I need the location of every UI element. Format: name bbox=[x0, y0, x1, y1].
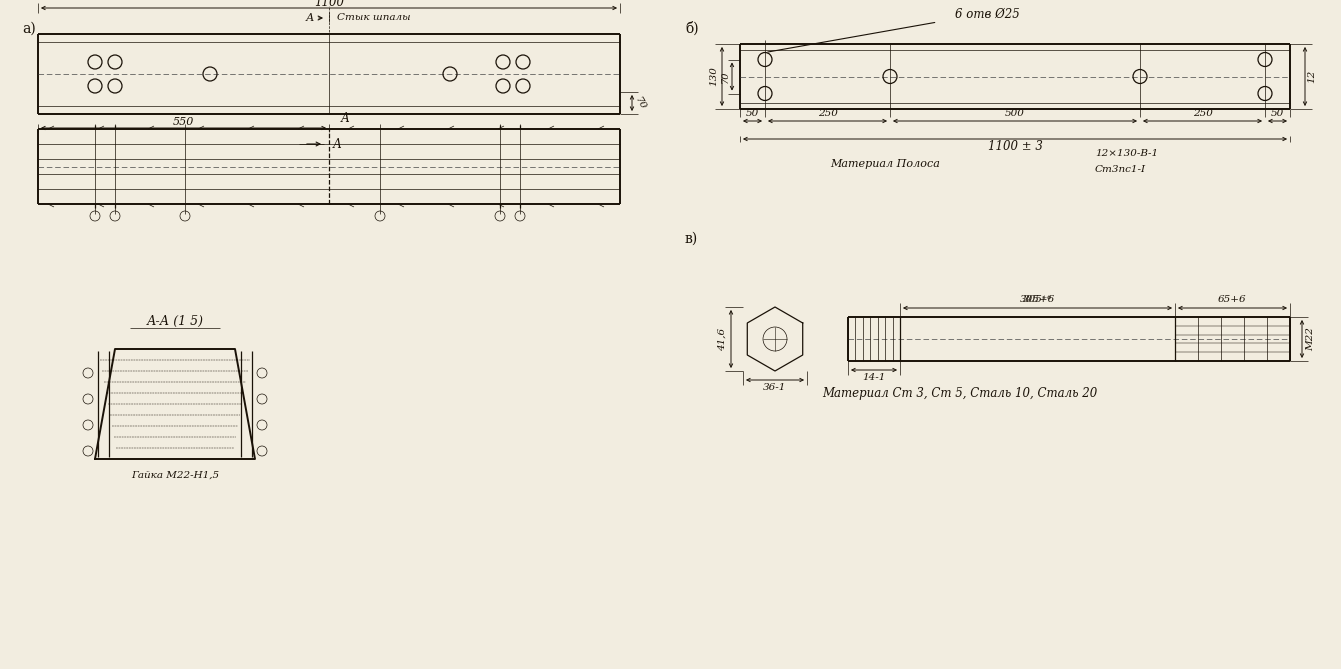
Text: 250: 250 bbox=[818, 108, 837, 118]
Text: Материал Ст 3, Ст 5, Сталь 10, Сталь 20: Материал Ст 3, Ст 5, Сталь 10, Сталь 20 bbox=[822, 387, 1098, 401]
Text: 41,6: 41,6 bbox=[717, 327, 727, 351]
Text: 250: 250 bbox=[1192, 108, 1212, 118]
Text: Стык шпалы: Стык шпалы bbox=[337, 13, 410, 23]
Text: 305+6: 305+6 bbox=[1021, 296, 1055, 304]
Text: в): в) bbox=[685, 232, 699, 246]
Text: 50: 50 bbox=[746, 108, 759, 118]
Text: А-А (1 5): А-А (1 5) bbox=[146, 314, 204, 328]
Text: Материал Полоса: Материал Полоса bbox=[830, 159, 940, 169]
Text: б): б) bbox=[685, 22, 699, 36]
Text: 12×130-В-1: 12×130-В-1 bbox=[1096, 149, 1159, 159]
Text: А: А bbox=[341, 112, 350, 126]
Text: 6 отв Ø25: 6 отв Ø25 bbox=[955, 7, 1021, 21]
Text: 14-1: 14-1 bbox=[862, 373, 885, 383]
Text: 305⁺⁶: 305⁺⁶ bbox=[1023, 296, 1053, 304]
Text: Ст3пс1-I: Ст3пс1-I bbox=[1096, 165, 1147, 173]
Text: А: А bbox=[333, 138, 342, 151]
Text: 50: 50 bbox=[1271, 108, 1285, 118]
Text: 500: 500 bbox=[1004, 108, 1025, 118]
Text: 1100 ± 3: 1100 ± 3 bbox=[987, 140, 1042, 153]
Text: М22: М22 bbox=[1306, 327, 1316, 351]
Text: 550: 550 bbox=[173, 117, 194, 127]
Text: 1100: 1100 bbox=[314, 0, 345, 9]
Text: 65+6: 65+6 bbox=[1218, 296, 1247, 304]
Text: 70: 70 bbox=[720, 70, 730, 83]
Text: 70: 70 bbox=[633, 95, 648, 111]
Text: 130: 130 bbox=[709, 66, 719, 86]
Text: 12: 12 bbox=[1307, 70, 1317, 83]
Text: А: А bbox=[306, 13, 314, 23]
Text: Гайка М22-Н1,5: Гайка М22-Н1,5 bbox=[131, 470, 219, 480]
Text: а): а) bbox=[21, 22, 36, 36]
Text: 36-1: 36-1 bbox=[763, 383, 787, 393]
